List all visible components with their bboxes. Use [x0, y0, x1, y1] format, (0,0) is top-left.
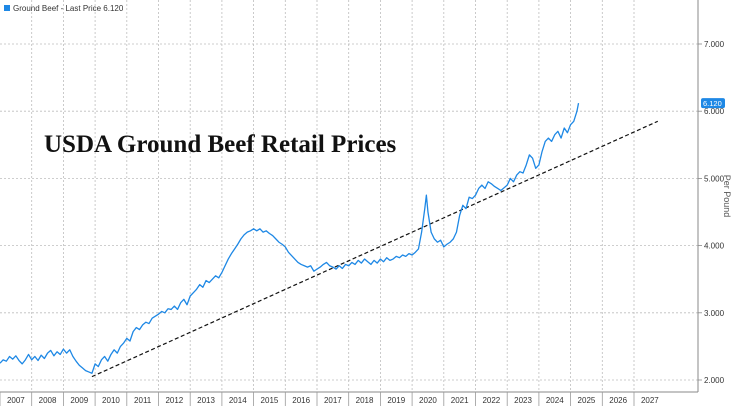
x-tick-label: 2018	[356, 396, 374, 405]
x-tick-label: 2012	[165, 396, 183, 405]
series-group	[0, 103, 580, 374]
legend-swatch	[4, 5, 10, 11]
x-tick-label: 2009	[70, 396, 88, 405]
x-tick-label: 2025	[578, 396, 596, 405]
x-tick-label: 2017	[324, 396, 342, 405]
x-tick-label: 2015	[261, 396, 279, 405]
y-tick-label: 5.000	[704, 174, 725, 183]
y-tick-label: 2.000	[704, 376, 725, 385]
x-axis: 2007 2008 2009 2010 2011 2012 2013 2014 2015 2016…	[0, 391, 698, 406]
y-tick-label: 3.000	[704, 309, 725, 318]
chart-title: USDA Ground Beef Retail Prices	[44, 131, 397, 158]
x-tick-label: 2024	[546, 396, 564, 405]
x-tick-label: 2027	[641, 396, 659, 405]
series-line-ground-beef	[0, 103, 580, 374]
y-tick-label: 7.000	[704, 40, 725, 49]
x-tick-label: 2019	[387, 396, 405, 405]
x-tick-label: 2013	[197, 396, 215, 405]
y-tick-label: 4.000	[704, 242, 725, 251]
trend-line	[91, 120, 659, 378]
last-value-tag: 6.120	[701, 98, 725, 109]
last-value-badge	[701, 98, 725, 109]
x-tick-label: 2014	[229, 396, 247, 405]
x-tick-label: 2021	[451, 396, 469, 405]
legend: Ground Beef - Last Price 6.120	[4, 4, 124, 13]
y-axis-title: Per Pound	[722, 175, 732, 218]
y-tick-label: 6.000	[704, 107, 725, 116]
trend-line-group	[91, 120, 659, 378]
x-tick-label: 2023	[514, 396, 532, 405]
grid-lines	[0, 0, 698, 392]
x-tick-label: 2007	[7, 396, 25, 405]
x-tick-label: 2026	[609, 396, 627, 405]
x-tick-label: 2022	[482, 396, 500, 405]
x-tick-label: 2020	[419, 396, 437, 405]
last-value-label: 6.120	[703, 99, 722, 108]
x-tick-label: 2016	[292, 396, 310, 405]
x-tick-label: 2011	[134, 396, 152, 405]
x-tick-label: 2008	[39, 396, 57, 405]
x-tick-label: 2010	[102, 396, 120, 405]
y-axis: 2.000 3.000 4.000 5.000 6.000 7.000	[697, 0, 725, 392]
legend-label: Ground Beef - Last Price 6.120	[13, 4, 124, 13]
